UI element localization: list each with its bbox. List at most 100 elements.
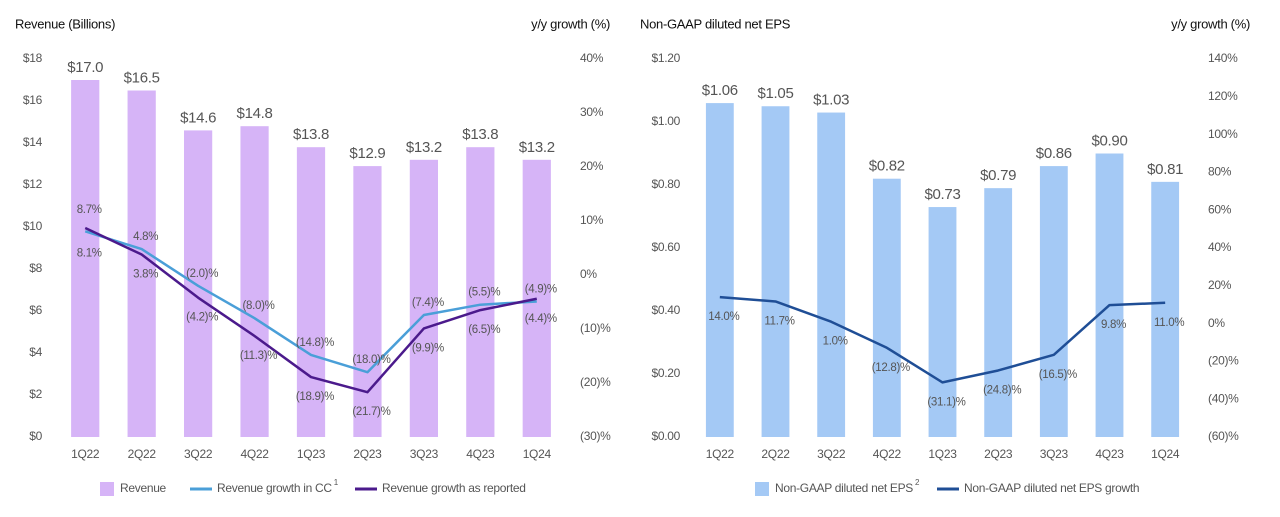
x-tick-label: 1Q22 <box>71 447 100 461</box>
x-tick-label: 1Q23 <box>928 447 957 461</box>
data-label: $0.73 <box>924 186 960 203</box>
line <box>84 230 537 374</box>
bar <box>761 106 790 437</box>
y2-axis-title: y/y growth (%) <box>1171 16 1250 31</box>
bar <box>1151 181 1180 437</box>
data-label: $16.5 <box>124 69 160 86</box>
data-label: $13.2 <box>406 139 442 156</box>
data-label: 11.0% <box>1154 317 1184 329</box>
bar <box>71 80 100 437</box>
y-tick-label: $1.00 <box>651 114 680 128</box>
bar <box>1039 166 1068 437</box>
y2-axis-title: y/y growth (%) <box>531 16 610 31</box>
x-tick-label: 1Q22 <box>706 447 735 461</box>
data-label: 3.8% <box>133 269 158 281</box>
bar <box>872 178 901 437</box>
y-tick-label: $12 <box>23 177 43 191</box>
legend-label: Revenue <box>120 481 167 495</box>
x-tick-label: 3Q22 <box>817 447 846 461</box>
data-label: $1.06 <box>702 82 738 99</box>
data-label: $0.82 <box>869 158 905 175</box>
data-label: $13.8 <box>462 126 498 143</box>
data-label: (9.9)% <box>412 342 444 354</box>
data-label: 8.7% <box>77 204 102 216</box>
y-tick-label: $1.20 <box>651 51 680 65</box>
x-tick-label: 3Q23 <box>410 447 439 461</box>
y2-tick-label: (20)% <box>580 375 611 389</box>
y2-tick-label: (30)% <box>580 429 611 443</box>
data-label: $0.81 <box>1147 161 1183 178</box>
bar <box>127 90 156 437</box>
data-label: (31.1)% <box>927 396 965 408</box>
bar <box>184 130 213 437</box>
y2-tick-label: 80% <box>1208 165 1232 179</box>
x-tick-label: 4Q22 <box>240 447 269 461</box>
y2-tick-label: 20% <box>580 159 604 173</box>
data-label: (4.9)% <box>525 283 557 295</box>
chart-title: Non-GAAP diluted net EPS <box>640 16 791 31</box>
data-label: $0.79 <box>980 167 1016 184</box>
x-tick-label: 1Q24 <box>523 447 552 461</box>
bar <box>296 147 326 437</box>
data-label: (4.4)% <box>525 313 557 325</box>
x-tick-label: 3Q22 <box>184 447 213 461</box>
line <box>719 295 1166 384</box>
y2-tick-label: 20% <box>1208 278 1232 292</box>
x-tick-label: 4Q23 <box>1095 447 1124 461</box>
x-tick-label: 2Q23 <box>353 447 382 461</box>
data-label: (12.8)% <box>872 362 910 374</box>
data-label: 11.7% <box>764 316 794 328</box>
bar <box>522 159 551 438</box>
legend-note: 1 <box>334 478 339 487</box>
y-tick-label: $4 <box>29 345 42 359</box>
data-label: $0.90 <box>1091 132 1127 149</box>
x-tick-label: 2Q22 <box>761 447 790 461</box>
legend-swatch <box>755 482 769 496</box>
y-tick-label: $0 <box>29 429 42 443</box>
data-label: $1.05 <box>757 85 793 102</box>
y2-tick-label: 140% <box>1208 51 1238 65</box>
data-label: (18.0)% <box>352 354 390 366</box>
x-tick-label: 4Q22 <box>873 447 902 461</box>
data-label: $13.8 <box>293 126 329 143</box>
data-label: $14.6 <box>180 109 216 126</box>
data-label: (2.0)% <box>186 268 218 280</box>
bar <box>705 103 734 437</box>
y-tick-label: $0.00 <box>651 429 680 443</box>
y2-tick-label: (20)% <box>1208 354 1239 368</box>
legend-note: 2 <box>915 478 920 487</box>
y-tick-label: $6 <box>29 303 42 317</box>
y2-tick-label: 10% <box>580 213 604 227</box>
bar <box>928 207 957 437</box>
data-label: (6.5)% <box>468 324 500 336</box>
x-tick-label: 2Q23 <box>984 447 1013 461</box>
data-label: 1.0% <box>823 336 848 348</box>
x-tick-label: 4Q23 <box>466 447 495 461</box>
y2-tick-label: 0% <box>1208 316 1225 330</box>
data-label: (21.7)% <box>352 406 390 418</box>
y2-tick-label: 40% <box>580 51 604 65</box>
bar <box>353 166 382 437</box>
data-label: 4.8% <box>133 231 158 243</box>
y-tick-label: $8 <box>29 261 42 275</box>
data-label: $0.86 <box>1036 145 1072 162</box>
bar <box>984 188 1013 437</box>
bar <box>409 159 438 438</box>
x-tick-label: 3Q23 <box>1040 447 1069 461</box>
y-tick-label: $2 <box>29 387 42 401</box>
data-label: $12.9 <box>349 145 385 162</box>
data-label: (4.2)% <box>186 312 218 324</box>
data-label: $13.2 <box>519 139 555 156</box>
legend-label: Revenue growth in CC <box>217 481 332 495</box>
legend-label: Non-GAAP diluted net EPS <box>775 481 913 495</box>
data-label: (7.4)% <box>412 297 444 309</box>
data-label: 9.8% <box>1101 319 1126 331</box>
y-tick-label: $14 <box>23 135 43 149</box>
data-label: (16.5)% <box>1039 369 1077 381</box>
legend-label: Revenue growth as reported <box>382 481 526 495</box>
x-tick-label: 1Q23 <box>297 447 326 461</box>
data-label: (8.0)% <box>243 300 275 312</box>
y-tick-label: $16 <box>23 93 43 107</box>
y-tick-label: $18 <box>23 51 43 65</box>
